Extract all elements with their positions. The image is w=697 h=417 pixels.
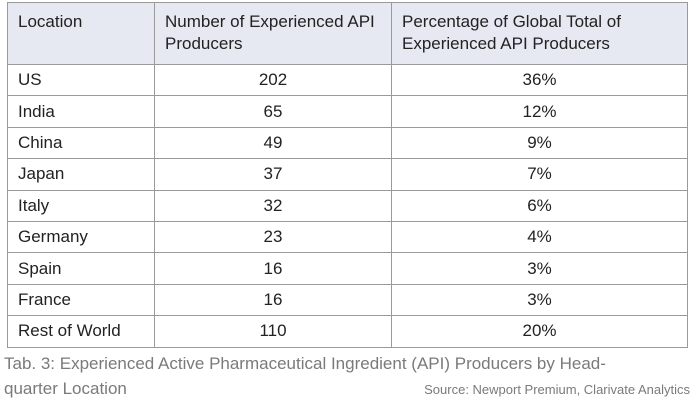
cell-global-percentage: 12%	[391, 95, 688, 128]
table-row: Germany 23 4%	[7, 220, 688, 254]
table-header-row: Location Number of Experienced API Produ…	[7, 2, 688, 65]
cell-producer-count: 65	[154, 95, 392, 128]
cell-location: China	[7, 126, 155, 160]
cell-global-percentage: 20%	[391, 315, 688, 348]
cell-location: Germany	[7, 220, 155, 254]
cell-producer-count: 16	[154, 283, 392, 317]
table-row: Japan 37 7%	[7, 158, 688, 191]
caption-title-line-2: quarter Location	[4, 379, 127, 398]
producers-table-container: Location Number of Experienced API Produ…	[7, 2, 688, 348]
cell-location: Italy	[7, 189, 155, 222]
cell-global-percentage: 3%	[391, 283, 688, 317]
cell-producer-count: 23	[154, 220, 392, 254]
table-row: India 65 12%	[7, 95, 688, 128]
table-caption: Tab. 3: Experienced Active Pharmaceutica…	[4, 351, 690, 402]
table-row: China 49 9%	[7, 126, 688, 160]
caption-line-2: quarter Location Source: Newport Premium…	[4, 376, 690, 402]
cell-global-percentage: 7%	[391, 158, 688, 191]
header-producer-count: Number of Experienced API Producers	[154, 2, 392, 65]
cell-producer-count: 202	[154, 63, 392, 97]
cell-global-percentage: 3%	[391, 252, 688, 285]
header-global-percentage: Percentage of Global Total of Experience…	[391, 2, 688, 65]
cell-location: France	[7, 283, 155, 317]
table-row: Rest of World 110 20%	[7, 315, 688, 348]
table-row: Spain 16 3%	[7, 252, 688, 285]
cell-location: India	[7, 95, 155, 128]
cell-global-percentage: 9%	[391, 126, 688, 160]
cell-producer-count: 49	[154, 126, 392, 160]
cell-producer-count: 37	[154, 158, 392, 191]
caption-source: Source: Newport Premium, Clarivate Analy…	[424, 382, 690, 397]
cell-location: Spain	[7, 252, 155, 285]
cell-location: Rest of World	[7, 315, 155, 348]
cell-location: US	[7, 63, 155, 97]
cell-global-percentage: 36%	[391, 63, 688, 97]
header-location: Location	[7, 2, 155, 65]
table-body: US 202 36% India 65 12% China 49 9% Japan 37 7% Ital…	[7, 63, 688, 348]
cell-location: Japan	[7, 158, 155, 191]
caption-title-line-1: Tab. 3: Experienced Active Pharmaceutica…	[4, 354, 606, 373]
cell-global-percentage: 6%	[391, 189, 688, 222]
table-row: France 16 3%	[7, 283, 688, 317]
cell-producer-count: 16	[154, 252, 392, 285]
cell-producer-count: 110	[154, 315, 392, 348]
cell-global-percentage: 4%	[391, 220, 688, 254]
producers-table: Location Number of Experienced API Produ…	[7, 2, 688, 348]
table-row: US 202 36%	[7, 63, 688, 97]
table-row: Italy 32 6%	[7, 189, 688, 222]
cell-producer-count: 32	[154, 189, 392, 222]
